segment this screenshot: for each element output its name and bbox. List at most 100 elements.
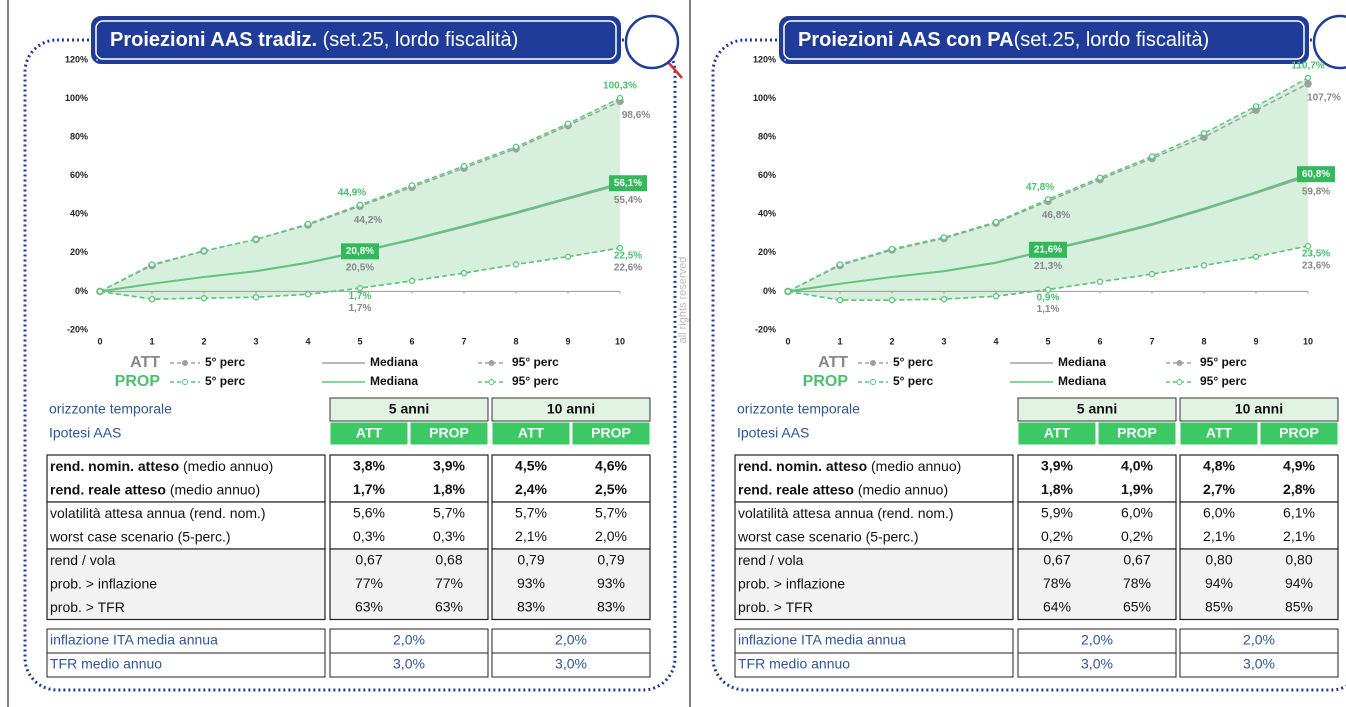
footer-cell — [1017, 652, 1177, 678]
footer-value: 2,0% — [1243, 632, 1275, 648]
footer-row — [46, 652, 326, 678]
y-tick-label: 100% — [65, 93, 88, 103]
footer-value: 2,0% — [393, 632, 425, 648]
data-label: 21,3% — [1034, 261, 1062, 272]
footer-value: 3,0% — [555, 656, 587, 672]
x-tick-label: 2 — [201, 336, 206, 346]
cell: 4,0% — [1121, 457, 1153, 473]
y-tick-label: 120% — [753, 54, 776, 64]
data-label: 1,7% — [349, 291, 372, 302]
y-tick-label: -20% — [755, 324, 776, 334]
col-header — [571, 421, 651, 446]
marker — [616, 94, 624, 102]
footer-value: 3,0% — [393, 656, 425, 672]
legend-marker — [1176, 360, 1183, 366]
x-tick-label: 10 — [1303, 336, 1313, 346]
cell: 94% — [1205, 575, 1233, 591]
footer-value: 2,0% — [555, 632, 587, 648]
row-label-main: rend. reale atteso — [50, 481, 166, 497]
legend-marker — [182, 379, 188, 385]
period-label: 5 anni — [1077, 401, 1117, 417]
footer-value: 3,0% — [1081, 656, 1113, 672]
row-group — [1017, 501, 1177, 550]
footer-cell — [491, 652, 651, 678]
cell: 2,8% — [1283, 481, 1315, 497]
cell: 94% — [1285, 575, 1313, 591]
legend-group: PROP — [115, 373, 161, 390]
cell: 0,2% — [1121, 528, 1153, 544]
cell: 4,9% — [1283, 457, 1315, 473]
row-label: prob. > inflazione — [738, 575, 845, 591]
row-label: worst case scenario (5-perc.) — [737, 528, 919, 544]
col-label: PROP — [591, 425, 631, 441]
data-label: 98,6% — [622, 110, 650, 121]
footer-value: 2,0% — [1081, 632, 1113, 648]
panel-frame — [711, 38, 1346, 692]
data-label: 60,8% — [1302, 169, 1330, 180]
row-group — [1179, 548, 1339, 621]
marker — [888, 245, 896, 253]
cell: 0,79 — [597, 551, 624, 567]
marker — [1096, 174, 1104, 181]
row-group — [491, 548, 651, 621]
legend-marker — [870, 379, 876, 385]
marker — [784, 288, 792, 295]
col-label: PROP — [1279, 425, 1319, 441]
series-line — [787, 245, 1309, 301]
cell: 4,8% — [1203, 457, 1235, 473]
cell: 78% — [1043, 575, 1071, 591]
footer-row — [734, 652, 1014, 678]
magnifier — [624, 14, 680, 70]
x-tick-label: 8 — [513, 336, 518, 346]
period-header — [1017, 397, 1177, 422]
footer-cell — [491, 628, 651, 654]
marker — [408, 277, 416, 284]
title-bold: Proiezioni AAS con PA — [798, 29, 1014, 51]
cell: 63% — [435, 598, 463, 614]
footer-row — [46, 628, 326, 654]
legend-group: ATT — [130, 354, 160, 371]
row-label: volatilità attesa annua (rend. nom.) — [738, 504, 954, 520]
marker — [304, 291, 312, 298]
watermark: all rights reserved — [677, 257, 689, 344]
data-label: 47,8% — [1026, 182, 1054, 193]
marker — [888, 296, 896, 304]
y-tick-label: 40% — [70, 209, 88, 219]
label-box — [1297, 166, 1335, 183]
x-tick-label: 9 — [565, 336, 570, 346]
legend-label: 5° perc — [893, 355, 933, 369]
legend-label: 5° perc — [893, 374, 933, 388]
y-tick-label: 60% — [70, 170, 88, 180]
x-tick-label: 10 — [615, 336, 625, 346]
cell: 0,2% — [1041, 528, 1073, 544]
row-label-main: rend / vola — [50, 551, 116, 567]
marker — [96, 288, 104, 295]
data-label: 44,9% — [338, 187, 366, 198]
row-group — [46, 548, 326, 621]
x-tick-label: 4 — [993, 336, 998, 346]
cell: 85% — [1285, 598, 1313, 614]
marker — [836, 296, 844, 304]
marker — [148, 261, 156, 268]
row-label-main: worst case scenario (5-perc.) — [737, 528, 919, 544]
row-label-main: prob. > inflazione — [738, 575, 845, 591]
band — [100, 97, 620, 300]
marker — [564, 253, 572, 260]
x-tick-label: 9 — [1253, 336, 1258, 346]
marker — [304, 220, 312, 228]
col-header — [1097, 421, 1177, 446]
col-label: ATT — [1206, 425, 1233, 441]
x-tick-label: 7 — [1149, 336, 1154, 346]
data-label: 1,7% — [349, 303, 372, 314]
marker — [148, 295, 156, 303]
x-tick-label: 2 — [889, 336, 894, 346]
x-tick-label: 0 — [785, 336, 790, 346]
series-line — [99, 247, 621, 300]
data-label: 110,7% — [1291, 61, 1324, 72]
cell: 1,8% — [1041, 481, 1073, 497]
cell: 83% — [597, 598, 625, 614]
cell: 63% — [355, 598, 383, 614]
row-label-note: (medio annuo) — [854, 481, 948, 497]
footer-label: TFR medio annuo — [50, 656, 162, 672]
row-label: rend / vola — [738, 551, 804, 567]
